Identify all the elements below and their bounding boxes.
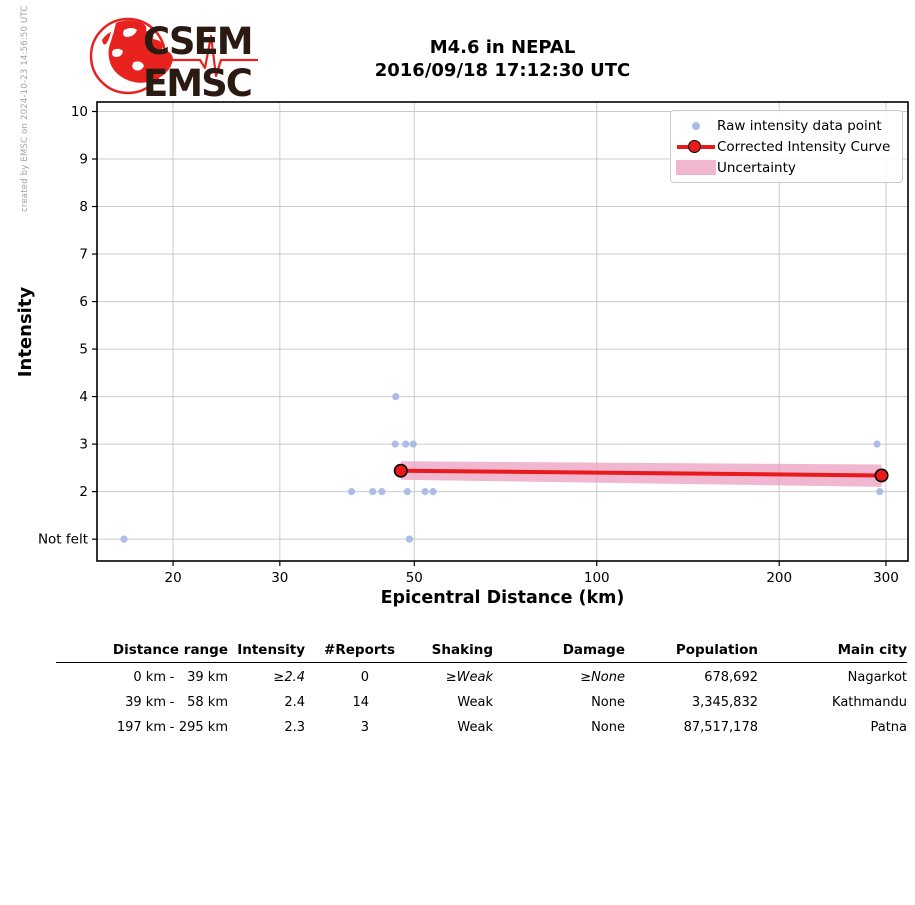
chart-svg: 20 30 50 100 200 300 Not felt 2 3 4 5 6 7 8 9 10 xyxy=(38,101,909,586)
cell-population: 678,692 xyxy=(704,670,758,685)
x-tick-label: 20 xyxy=(164,570,181,586)
raw-data-point xyxy=(421,488,429,496)
impact-table: Distance range Intensity #Reports Shakin… xyxy=(56,638,907,740)
x-tick-label: 100 xyxy=(584,570,610,586)
cell-population: 87,517,178 xyxy=(683,720,758,735)
chart-legend: Raw intensity data point Corrected Inten… xyxy=(670,110,903,183)
cell-shaking: Weak xyxy=(457,695,493,710)
logo-emsc-text: EMSC xyxy=(143,62,251,102)
globe-continents xyxy=(102,20,173,83)
raw-data-point xyxy=(378,488,386,496)
header-damage: Damage xyxy=(562,641,625,658)
x-tick-label: 200 xyxy=(766,570,792,586)
curve-marker xyxy=(393,463,408,478)
raw-data-point xyxy=(391,440,399,448)
cell-shaking: ≥Weak xyxy=(445,670,493,685)
y-axis-label: Intensity xyxy=(15,286,36,378)
raw-data-point xyxy=(369,488,377,496)
y-tick-label: 7 xyxy=(79,247,88,263)
legend-label-curve: Corrected Intensity Curve xyxy=(717,138,891,155)
table-row: 197 km -295 km 2.3 3 Weak None 87,517,178… xyxy=(56,715,907,740)
header-population: Population xyxy=(675,641,758,658)
cell-distance-range: 197 km -295 km xyxy=(116,720,228,735)
cell-reports: 0 xyxy=(360,670,369,685)
header-intensity: Intensity xyxy=(237,641,305,658)
legend-label-raw: Raw intensity data point xyxy=(717,117,882,134)
y-tick-label: Not felt xyxy=(38,532,88,548)
header-shaking: Shaking xyxy=(431,641,493,658)
y-tick-label: 6 xyxy=(79,294,88,310)
cell-intensity: 2.4 xyxy=(284,695,305,710)
legend-label-uncertainty: Uncertainty xyxy=(717,159,796,176)
y-tick-label: 9 xyxy=(79,152,88,168)
raw-data-point xyxy=(405,535,414,543)
raw-data-point xyxy=(429,488,437,496)
cell-intensity: ≥2.4 xyxy=(273,670,305,685)
x-tick-label: 50 xyxy=(406,570,423,586)
table-header-row: Distance range Intensity #Reports Shakin… xyxy=(56,638,907,661)
cell-intensity: 2.3 xyxy=(284,720,305,735)
csem-emsc-logo: CSEM EMSC xyxy=(89,17,258,102)
x-tick-label: 30 xyxy=(271,570,288,586)
raw-data-point xyxy=(402,440,410,448)
y-tick-label: 8 xyxy=(79,199,88,215)
cell-damage: None xyxy=(591,695,625,710)
raw-data-point xyxy=(876,488,884,496)
globe-highlight xyxy=(112,28,144,71)
cell-reports: 14 xyxy=(352,695,369,710)
table-row: 39 km -58 km 2.4 14 Weak None 3,345,832 K… xyxy=(56,690,907,715)
y-tick-label: 2 xyxy=(79,484,88,500)
raw-data-point xyxy=(873,440,881,448)
table-header-divider xyxy=(56,662,907,663)
legend-item-raw: Raw intensity data point xyxy=(675,115,896,136)
cell-distance-range: 0 km -39 km xyxy=(133,670,228,685)
raw-data-point xyxy=(120,535,128,543)
seismogram-icon xyxy=(146,34,258,78)
logo-csem-text: CSEM xyxy=(143,20,252,63)
cell-damage: None xyxy=(591,720,625,735)
cell-main-city: Kathmandu xyxy=(832,695,907,710)
legend-item-curve: Corrected Intensity Curve xyxy=(675,136,896,157)
corrected-intensity-curve xyxy=(400,468,882,478)
chart-title: M4.6 in NEPAL 2016/09/18 17:12:30 UTC xyxy=(97,36,908,82)
cell-main-city: Nagarkot xyxy=(847,670,907,685)
y-tick-label: 3 xyxy=(79,437,88,453)
curve-marker-icon xyxy=(675,139,717,155)
credit-text: created by EMSC on 2024-10-23 14:56:50 U… xyxy=(20,5,30,212)
header-main-city: Main city xyxy=(837,641,907,658)
header-distance-range: Distance range xyxy=(112,641,228,658)
plot-area: 20 30 50 100 200 300 Not felt 2 3 4 5 6 7 8 9 10 xyxy=(38,101,909,586)
cell-population: 3,345,832 xyxy=(691,695,758,710)
y-tick-label: 5 xyxy=(79,342,88,358)
x-tick-label: 300 xyxy=(873,570,899,586)
y-tick-label: 4 xyxy=(79,389,88,405)
cell-reports: 3 xyxy=(360,720,369,735)
cell-distance-range: 39 km -58 km xyxy=(125,695,228,710)
legend-item-uncertainty: Uncertainty xyxy=(675,157,896,178)
header-reports: #Reports xyxy=(324,641,395,658)
cell-shaking: Weak xyxy=(457,720,493,735)
raw-data-point xyxy=(347,488,356,496)
raw-data-point xyxy=(409,440,417,448)
chart-title-line2: 2016/09/18 17:12:30 UTC xyxy=(374,60,631,81)
raw-data-point xyxy=(392,392,400,401)
raw-data-point xyxy=(403,488,411,496)
curve-marker xyxy=(874,468,889,483)
table-row: 0 km -39 km ≥2.4 0 ≥Weak ≥None 678,692 Na… xyxy=(56,665,907,690)
chart-title-line1: M4.6 in NEPAL xyxy=(429,37,576,58)
y-tick-label: 10 xyxy=(71,104,88,120)
raw-point-marker-icon xyxy=(675,121,717,130)
cell-damage: ≥None xyxy=(580,670,625,685)
x-axis-label: Epicentral Distance (km) xyxy=(380,588,625,608)
cell-main-city: Patna xyxy=(870,720,907,735)
uncertainty-band-icon xyxy=(675,160,717,175)
